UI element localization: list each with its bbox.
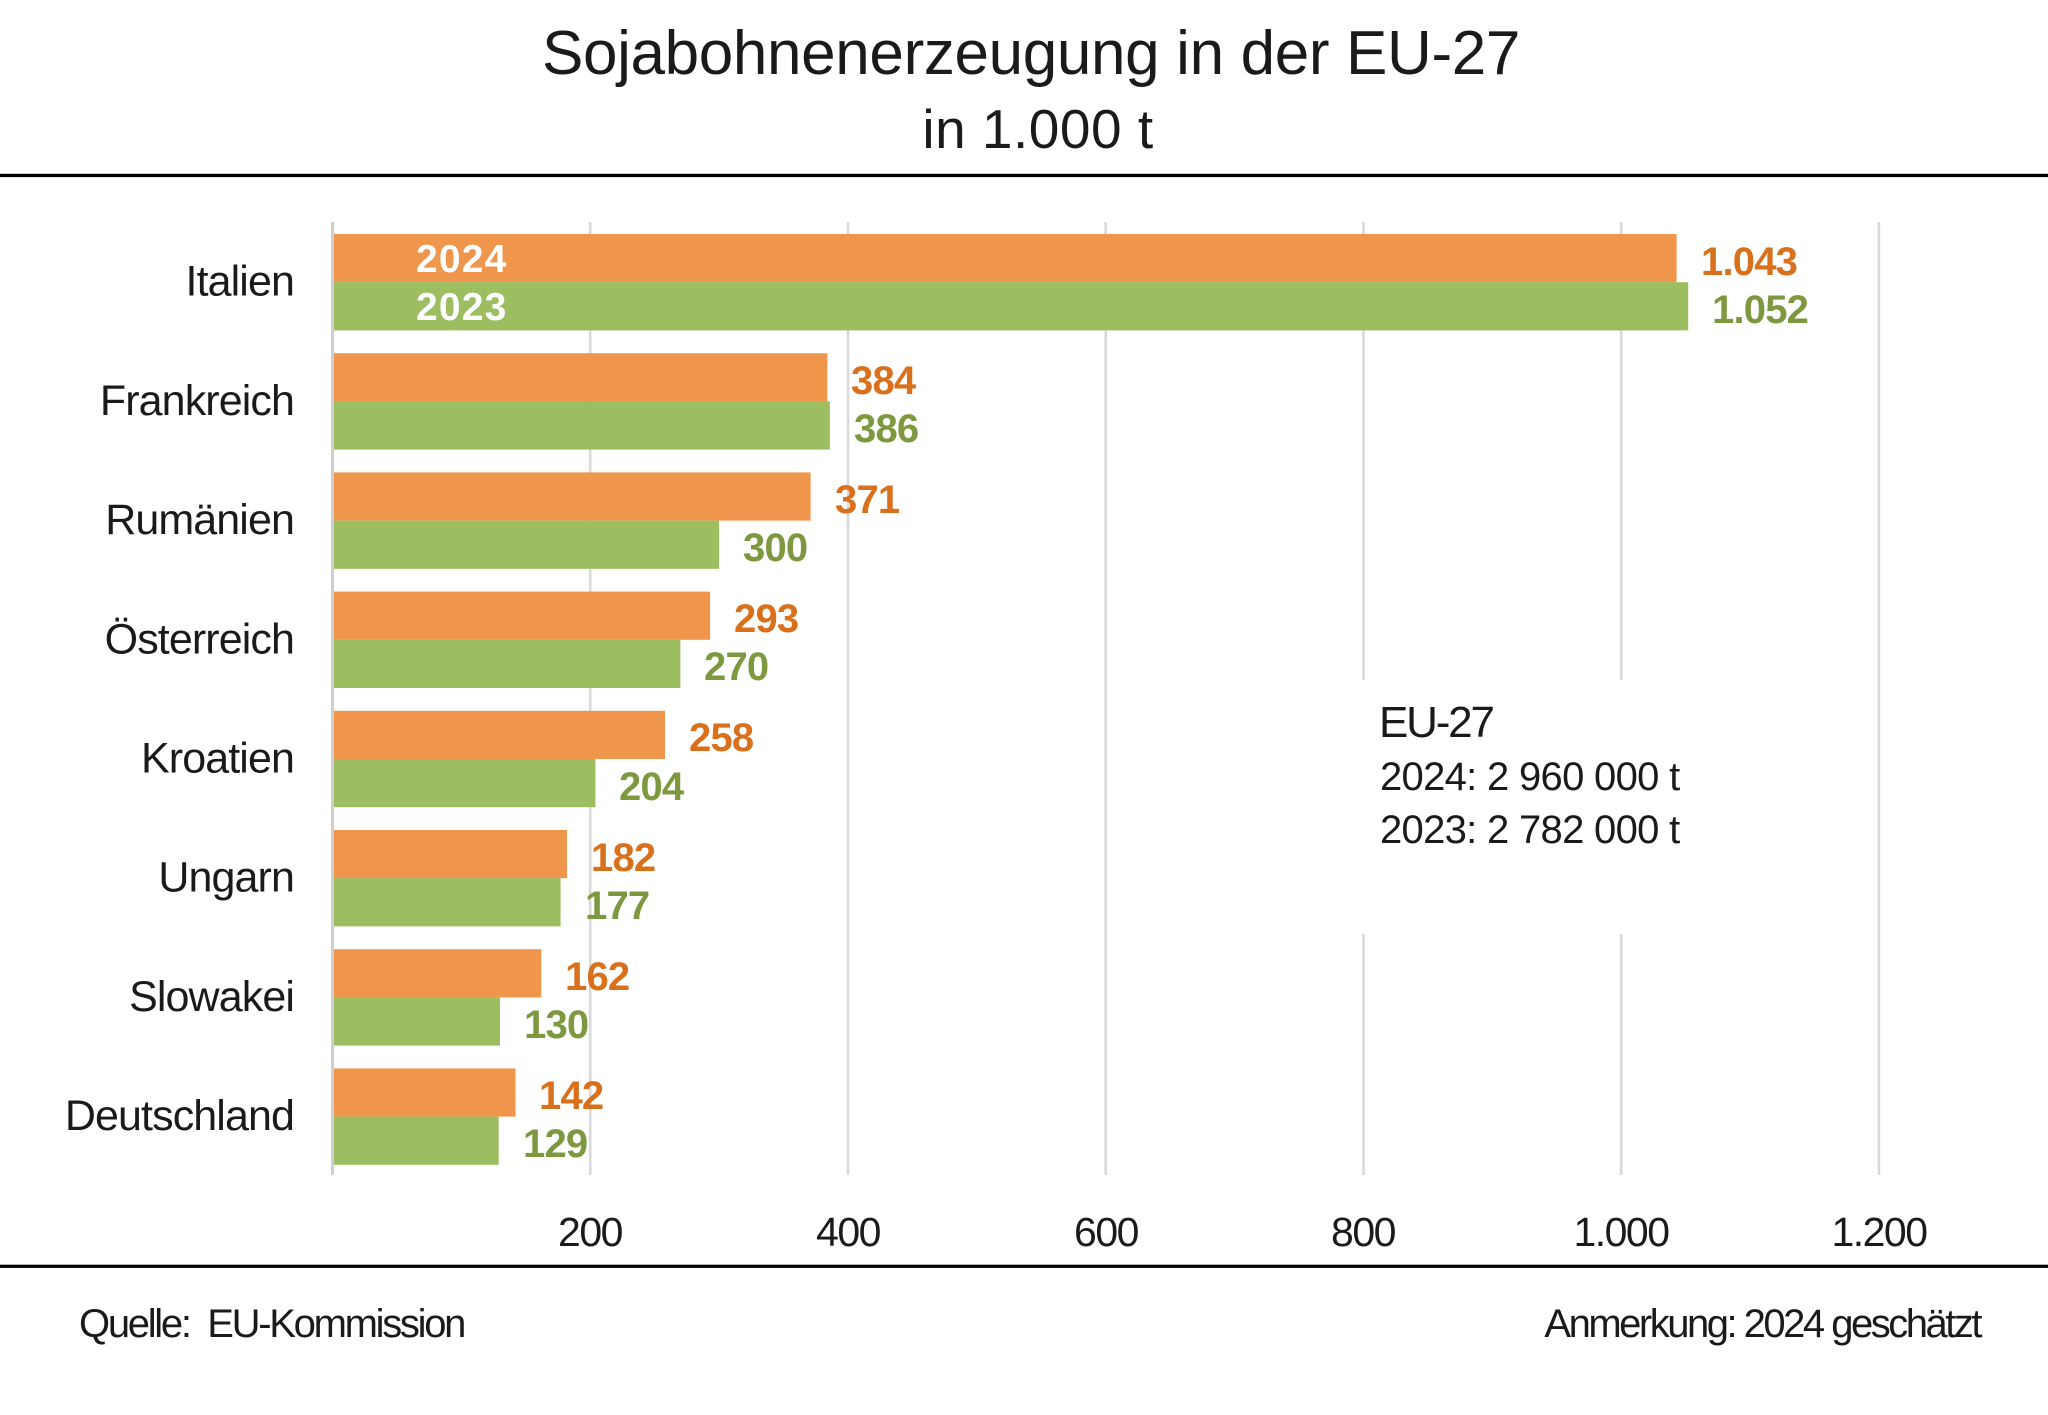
svg-text:177: 177 <box>585 884 649 928</box>
svg-text:2023: 2 782 000 t: 2023: 2 782 000 t <box>1380 808 1680 852</box>
svg-text:1.000: 1.000 <box>1573 1209 1669 1255</box>
svg-text:1.043: 1.043 <box>1701 240 1797 284</box>
svg-text:600: 600 <box>1074 1209 1139 1255</box>
svg-text:258: 258 <box>689 716 754 760</box>
svg-text:Ungarn: Ungarn <box>158 854 294 902</box>
svg-text:384: 384 <box>851 359 917 403</box>
svg-text:800: 800 <box>1331 1209 1396 1255</box>
svg-text:386: 386 <box>854 407 918 451</box>
svg-text:142: 142 <box>539 1074 603 1118</box>
svg-text:in 1.000 t: in 1.000 t <box>922 98 1153 160</box>
svg-text:400: 400 <box>816 1209 881 1255</box>
svg-text:300: 300 <box>743 526 807 570</box>
svg-text:2024: 2024 <box>416 238 508 281</box>
svg-text:Frankreich: Frankreich <box>100 377 294 425</box>
svg-text:162: 162 <box>565 955 629 999</box>
svg-text:Italien: Italien <box>186 258 294 306</box>
svg-text:182: 182 <box>591 836 655 880</box>
svg-text:293: 293 <box>734 597 798 641</box>
svg-text:Anmerkung: 2024 geschätzt: Anmerkung: 2024 geschätzt <box>1544 1302 1982 1346</box>
svg-text:Quelle: EU-Kommission: Quelle: EU-Kommission <box>79 1302 464 1346</box>
svg-text:Österreich: Österreich <box>105 615 294 663</box>
svg-text:Deutschland: Deutschland <box>65 1092 294 1140</box>
svg-text:2023: 2023 <box>416 286 508 329</box>
svg-text:200: 200 <box>558 1209 623 1255</box>
svg-text:204: 204 <box>619 765 685 809</box>
svg-text:1.200: 1.200 <box>1831 1209 1927 1255</box>
svg-text:Sojabohnenerzeugung in der EU-: Sojabohnenerzeugung in der EU-27 <box>542 19 1520 88</box>
svg-text:Slowakei: Slowakei <box>129 973 294 1021</box>
svg-text:2024: 2 960 000 t: 2024: 2 960 000 t <box>1380 755 1680 799</box>
svg-text:270: 270 <box>704 645 768 689</box>
svg-text:Kroatien: Kroatien <box>141 735 294 783</box>
svg-text:129: 129 <box>523 1122 587 1166</box>
svg-text:EU-27: EU-27 <box>1379 698 1493 747</box>
svg-text:130: 130 <box>524 1003 588 1047</box>
svg-text:371: 371 <box>835 478 900 522</box>
svg-text:Rumänien: Rumänien <box>105 496 294 544</box>
svg-text:1.052: 1.052 <box>1712 288 1808 332</box>
